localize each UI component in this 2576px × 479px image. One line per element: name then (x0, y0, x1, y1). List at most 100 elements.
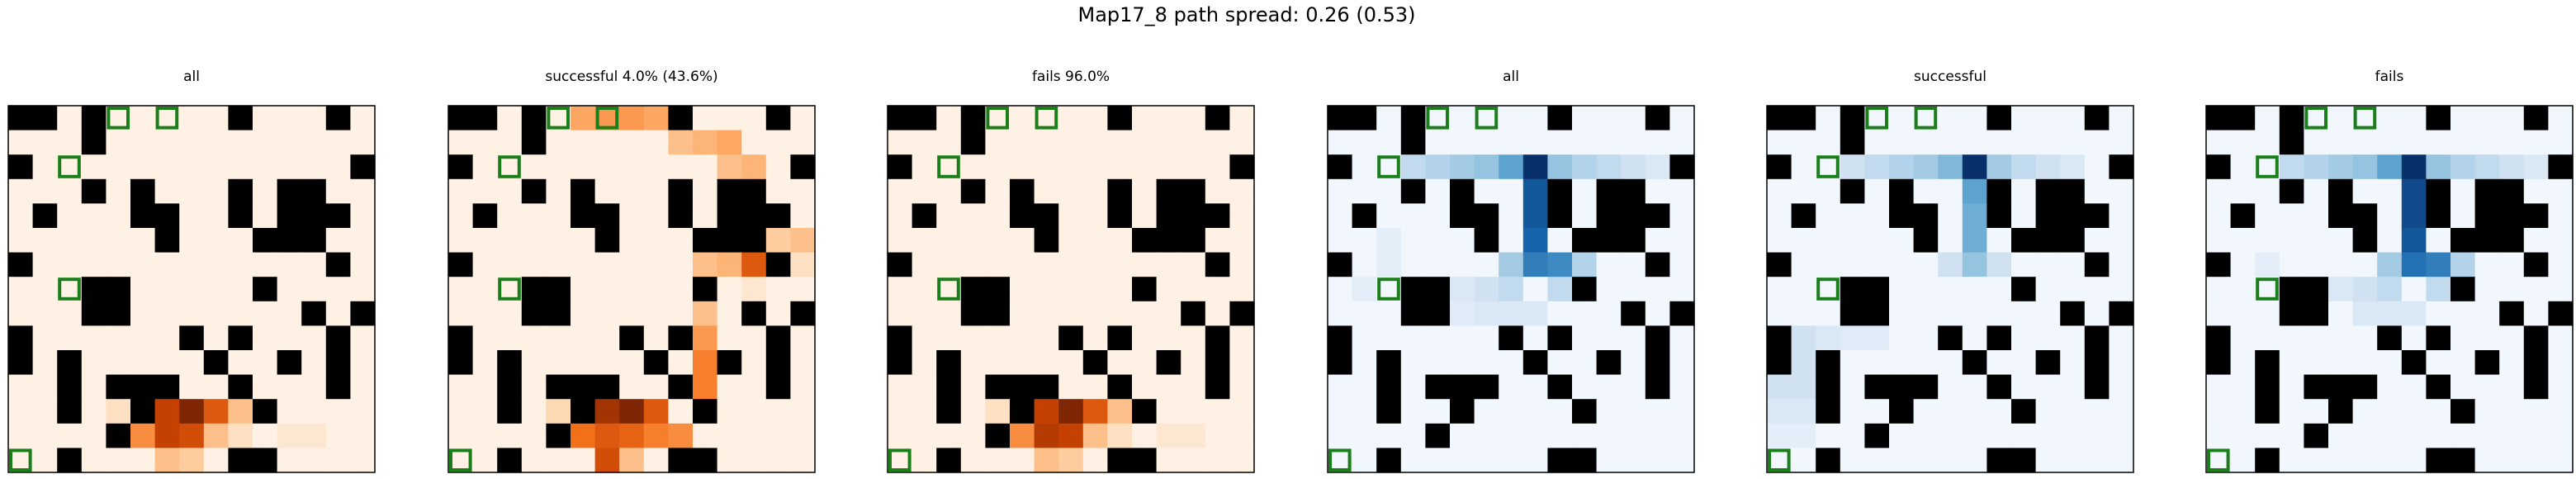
heat-cell (1450, 228, 1475, 254)
obstacle-cell (521, 178, 547, 204)
heat-cell (1450, 325, 1475, 351)
obstacle-cell (2035, 178, 2061, 204)
heat-cell (1669, 203, 1695, 229)
heat-cell (1474, 448, 1499, 473)
heat-cell (2523, 130, 2549, 155)
heat-cell (497, 325, 523, 351)
heat-cell (594, 130, 620, 155)
heat-cell (1082, 325, 1108, 351)
heat-cell (472, 448, 498, 473)
heat-cell (2060, 423, 2086, 448)
heat-cell (1889, 350, 1915, 376)
heat-cell (2451, 203, 2476, 229)
obstacle-cell (57, 448, 83, 473)
heat-cell (2035, 325, 2061, 351)
heat-cell (1132, 106, 1158, 131)
heat-cell (106, 252, 131, 277)
heat-cell (1864, 252, 1890, 277)
heat-cell (2060, 130, 2086, 155)
heat-cell (1034, 423, 1059, 448)
heat-cell (1962, 203, 1987, 229)
obstacle-cell (1913, 374, 1939, 400)
heat-cell (1400, 374, 1426, 400)
heat-cell (1986, 399, 2012, 424)
heat-cell (571, 448, 596, 473)
obstacle-cell (2035, 350, 2061, 376)
obstacle-cell (1034, 203, 1059, 229)
heat-cell (448, 228, 474, 254)
heat-cell (668, 399, 694, 424)
obstacle-cell (1328, 252, 1353, 277)
heat-cell (960, 350, 986, 376)
heat-cell (2548, 252, 2574, 277)
heat-cell (1181, 374, 1206, 400)
heat-cell (1767, 374, 1792, 400)
heat-cell (912, 178, 937, 204)
heat-cell (130, 228, 156, 254)
obstacle-cell (2206, 325, 2232, 351)
heat-cell (106, 228, 131, 254)
obstacle-cell (253, 399, 278, 424)
heat-cell (2377, 277, 2403, 302)
obstacle-cell (1816, 399, 1841, 424)
heat-cell (2401, 178, 2427, 204)
heat-cell (521, 448, 547, 473)
heat-cell (8, 301, 34, 326)
heat-cell (643, 154, 669, 180)
heat-cell (521, 228, 547, 254)
heat-cell (693, 301, 718, 326)
heat-cell (790, 350, 816, 376)
obstacle-cell (1572, 448, 1598, 473)
heat-cell (2328, 301, 2354, 326)
heat-cell (2230, 301, 2256, 326)
obstacle-cell (1425, 423, 1451, 448)
obstacle-cell (912, 203, 937, 229)
heat-cell (1107, 252, 1133, 277)
heat-cell (2279, 423, 2304, 448)
heat-cell (1474, 252, 1499, 277)
heat-cell (1572, 374, 1598, 400)
heat-cell (790, 423, 816, 448)
obstacle-cell (277, 203, 302, 229)
heat-cell (2084, 423, 2110, 448)
heat-cell (1181, 350, 1206, 376)
obstacle-cell (2279, 178, 2304, 204)
obstacle-cell (2426, 374, 2451, 400)
heat-cell (1132, 301, 1158, 326)
heat-cell (741, 423, 767, 448)
heat-cell (1450, 106, 1475, 131)
obstacle-cell (521, 106, 547, 131)
panel-title: all (1503, 69, 1519, 85)
obstacle-cell (1205, 106, 1230, 131)
heat-cell (277, 277, 302, 302)
heat-cell (2401, 228, 2427, 254)
heat-cell (2499, 154, 2525, 180)
heat-cell (57, 423, 83, 448)
heat-cell (2377, 301, 2403, 326)
heat-cell (154, 154, 180, 180)
heat-cell (1328, 301, 1353, 326)
obstacle-cell (1107, 203, 1133, 229)
heat-cell (497, 228, 523, 254)
heat-cell (790, 399, 816, 424)
heat-cell (2401, 252, 2427, 277)
heat-cell (1499, 374, 1524, 400)
heat-cell (1082, 374, 1108, 400)
heat-cell (2279, 374, 2304, 400)
heat-cell (2109, 106, 2134, 131)
heat-cell (277, 301, 302, 326)
heat-cell (2230, 228, 2256, 254)
heat-cell (57, 325, 83, 351)
heat-cell (1986, 423, 2012, 448)
heat-cell (2084, 301, 2110, 326)
obstacle-cell (1010, 399, 1035, 424)
heat-cell (2352, 252, 2378, 277)
heat-cell (1547, 399, 1573, 424)
heat-cell (57, 106, 83, 131)
heat-cell (1621, 252, 1646, 277)
heat-cell (1474, 350, 1499, 376)
obstacle-cell (2304, 301, 2329, 326)
heat-cell (2035, 399, 2061, 424)
heat-cell (619, 423, 645, 448)
heat-cell (81, 374, 107, 400)
